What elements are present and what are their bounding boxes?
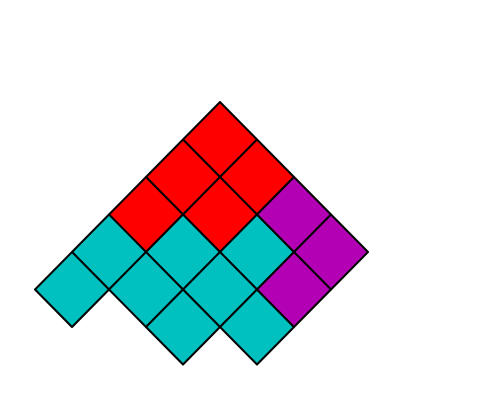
cell-magenta[interactable] [256, 251, 332, 328]
piece-cyan[interactable] [34, 213, 295, 366]
cell-cyan[interactable] [145, 288, 221, 366]
cell-cyan[interactable] [34, 251, 110, 328]
piece-magenta[interactable] [256, 176, 369, 328]
puzzle-grid [34, 101, 369, 366]
